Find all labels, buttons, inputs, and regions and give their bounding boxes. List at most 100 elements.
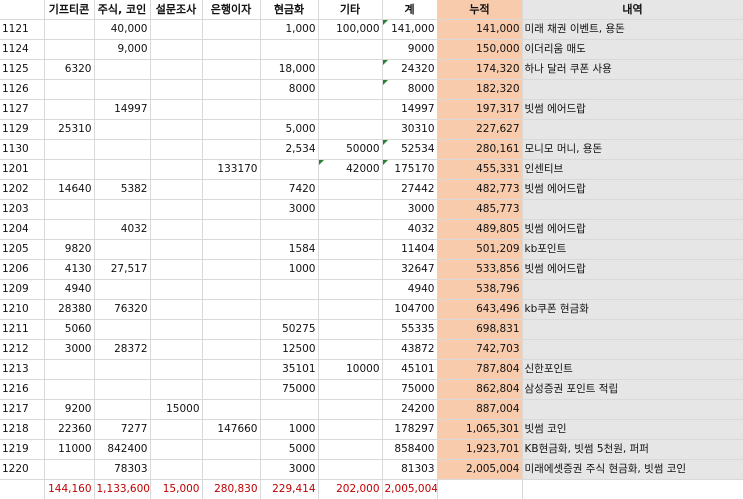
bank-interest-cell[interactable]	[202, 60, 260, 80]
cash-cell[interactable]	[260, 300, 318, 320]
sum-cell[interactable]: 32647	[382, 260, 437, 280]
survey-cell[interactable]	[150, 380, 202, 400]
cash-cell[interactable]: 50275	[260, 320, 318, 340]
date-cell[interactable]: 1129	[0, 120, 44, 140]
cumulative-cell[interactable]: 2,005,004	[437, 460, 522, 480]
cumulative-cell[interactable]: 485,773	[437, 200, 522, 220]
cumulative-cell[interactable]: 862,804	[437, 380, 522, 400]
etc-cell[interactable]	[318, 40, 382, 60]
cash-cell[interactable]: 1,000	[260, 20, 318, 40]
total-label-cell[interactable]	[0, 480, 44, 499]
gifticon-cell[interactable]	[44, 20, 94, 40]
date-cell[interactable]: 1202	[0, 180, 44, 200]
gifticon-cell[interactable]: 4940	[44, 280, 94, 300]
date-cell[interactable]: 1218	[0, 420, 44, 440]
gifticon-cell[interactable]: 11000	[44, 440, 94, 460]
bank-interest-cell[interactable]	[202, 180, 260, 200]
cash-cell[interactable]: 5,000	[260, 120, 318, 140]
gifticon-cell[interactable]: 9820	[44, 240, 94, 260]
cumulative-cell[interactable]: 698,831	[437, 320, 522, 340]
sum-cell[interactable]: 9000	[382, 40, 437, 60]
stock-coin-cell[interactable]: 76320	[94, 300, 150, 320]
stock-coin-cell[interactable]	[94, 320, 150, 340]
cash-cell[interactable]: 12500	[260, 340, 318, 360]
gifticon-cell[interactable]	[44, 40, 94, 60]
header-cash[interactable]: 현금화	[260, 0, 318, 20]
header-cumulative[interactable]: 누적	[437, 0, 522, 20]
header-date[interactable]	[0, 0, 44, 20]
cumulative-cell[interactable]: 455,331	[437, 160, 522, 180]
etc-cell[interactable]	[318, 320, 382, 340]
bank-interest-cell[interactable]	[202, 40, 260, 60]
cumulative-cell[interactable]: 533,856	[437, 260, 522, 280]
stock-coin-cell[interactable]	[94, 380, 150, 400]
date-cell[interactable]: 1210	[0, 300, 44, 320]
total-cash[interactable]: 229,414	[260, 480, 318, 499]
sum-cell[interactable]: 30310	[382, 120, 437, 140]
cash-cell[interactable]: 1584	[260, 240, 318, 260]
bank-interest-cell[interactable]	[202, 200, 260, 220]
gifticon-cell[interactable]: 9200	[44, 400, 94, 420]
gifticon-cell[interactable]	[44, 160, 94, 180]
cumulative-cell[interactable]: 489,805	[437, 220, 522, 240]
cumulative-cell[interactable]: 538,796	[437, 280, 522, 300]
note-cell[interactable]: 빗썸 코인	[522, 420, 743, 440]
note-cell[interactable]: kb쿠폰 현금화	[522, 300, 743, 320]
header-note[interactable]: 내역	[522, 0, 743, 20]
etc-cell[interactable]	[318, 260, 382, 280]
bank-interest-cell[interactable]	[202, 240, 260, 260]
stock-coin-cell[interactable]	[94, 80, 150, 100]
gifticon-cell[interactable]: 3000	[44, 340, 94, 360]
cash-cell[interactable]: 3000	[260, 200, 318, 220]
etc-cell[interactable]	[318, 240, 382, 260]
gifticon-cell[interactable]	[44, 200, 94, 220]
cash-cell[interactable]: 75000	[260, 380, 318, 400]
cash-cell[interactable]: 7420	[260, 180, 318, 200]
survey-cell[interactable]	[150, 340, 202, 360]
stock-coin-cell[interactable]: 7277	[94, 420, 150, 440]
bank-interest-cell[interactable]	[202, 20, 260, 40]
survey-cell[interactable]	[150, 180, 202, 200]
sum-cell[interactable]: 4940	[382, 280, 437, 300]
survey-cell[interactable]	[150, 40, 202, 60]
note-cell[interactable]: 이더리움 매도	[522, 40, 743, 60]
total-survey[interactable]: 15,000	[150, 480, 202, 499]
cumulative-cell[interactable]: 150,000	[437, 40, 522, 60]
gifticon-cell[interactable]: 6320	[44, 60, 94, 80]
cash-cell[interactable]: 1000	[260, 260, 318, 280]
total-sum[interactable]: 2,005,004	[382, 480, 437, 499]
survey-cell[interactable]	[150, 260, 202, 280]
header-gifticon[interactable]: 기프티콘	[44, 0, 94, 20]
date-cell[interactable]: 1127	[0, 100, 44, 120]
note-cell[interactable]: 빗썸 에어드랍	[522, 220, 743, 240]
note-cell[interactable]: 미래에셋증권 주식 현금화, 빗썸 코인	[522, 460, 743, 480]
bank-interest-cell[interactable]	[202, 440, 260, 460]
sum-cell[interactable]: 178297	[382, 420, 437, 440]
note-cell[interactable]	[522, 320, 743, 340]
sum-cell[interactable]: 4032	[382, 220, 437, 240]
survey-cell[interactable]	[150, 140, 202, 160]
date-cell[interactable]: 1220	[0, 460, 44, 480]
sum-cell[interactable]: 81303	[382, 460, 437, 480]
sum-cell[interactable]: 14997	[382, 100, 437, 120]
etc-cell[interactable]	[318, 120, 382, 140]
note-cell[interactable]	[522, 80, 743, 100]
date-cell[interactable]: 1204	[0, 220, 44, 240]
survey-cell[interactable]	[150, 20, 202, 40]
bank-interest-cell[interactable]	[202, 320, 260, 340]
survey-cell[interactable]	[150, 160, 202, 180]
note-cell[interactable]	[522, 280, 743, 300]
gifticon-cell[interactable]: 28380	[44, 300, 94, 320]
total-bank-interest[interactable]: 280,830	[202, 480, 260, 499]
bank-interest-cell[interactable]	[202, 120, 260, 140]
bank-interest-cell[interactable]	[202, 220, 260, 240]
date-cell[interactable]: 1211	[0, 320, 44, 340]
gifticon-cell[interactable]	[44, 140, 94, 160]
header-bank-interest[interactable]: 은행이자	[202, 0, 260, 20]
etc-cell[interactable]: 100,000	[318, 20, 382, 40]
etc-cell[interactable]	[318, 280, 382, 300]
date-cell[interactable]: 1130	[0, 140, 44, 160]
cumulative-cell[interactable]: 501,209	[437, 240, 522, 260]
survey-cell[interactable]	[150, 280, 202, 300]
note-cell[interactable]: KB현금화, 빗썸 5천원, 퍼퍼	[522, 440, 743, 460]
